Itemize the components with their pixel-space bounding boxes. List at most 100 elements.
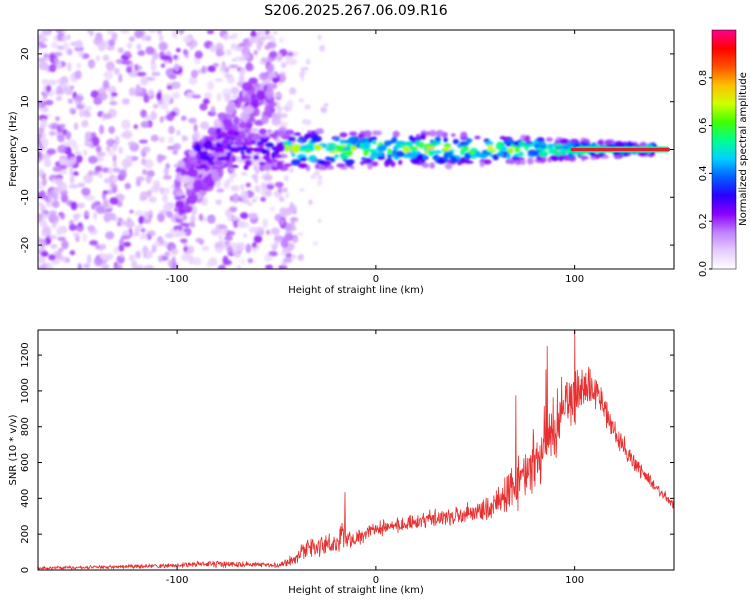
noise-speckle (222, 33, 230, 41)
y-tick-label: 1000 (20, 378, 31, 403)
carrier-blob (558, 154, 564, 162)
carrier-blob (613, 141, 624, 148)
noise-speckle (57, 144, 67, 154)
noise-speckle (300, 67, 305, 72)
noise-speckle (172, 30, 178, 39)
noise-speckle (66, 34, 71, 41)
noise-speckle (53, 186, 60, 195)
noise-speckle (110, 91, 118, 97)
noise-speckle (278, 196, 285, 203)
noise-speckle (95, 145, 102, 153)
noise-speckle (38, 213, 44, 218)
noise-speckle (157, 255, 163, 263)
noise-speckle (292, 237, 297, 244)
noise-speckle (114, 264, 123, 269)
carrier-blob (434, 136, 441, 143)
noise-speckle (123, 241, 132, 247)
carrier-blob (384, 159, 390, 168)
noise-speckle (218, 234, 223, 241)
noise-speckle (53, 57, 59, 65)
noise-speckle (286, 99, 294, 109)
noise-speckle (140, 228, 146, 233)
carrier-blob (477, 152, 488, 159)
noise-speckle (183, 245, 188, 252)
noise-speckle (231, 58, 237, 62)
noise-speckle (181, 222, 191, 228)
carrier-blob (538, 150, 549, 158)
noise-speckle (67, 62, 72, 72)
noise-speckle (136, 71, 147, 77)
noise-speckle (44, 195, 49, 202)
carrier-blob (625, 143, 635, 147)
noise-speckle (221, 63, 227, 72)
carrier-blob (339, 132, 348, 138)
carrier-blob (520, 159, 526, 165)
noise-speckle (69, 174, 75, 185)
noise-speckle (299, 188, 305, 192)
noise-speckle (160, 101, 169, 110)
noise-speckle (109, 101, 118, 106)
colorbar-tick-label: 0.8 (698, 70, 709, 86)
noise-speckle (43, 158, 52, 168)
carrier-blob (315, 128, 325, 135)
noise-speckle (304, 119, 312, 127)
noise-speckle (74, 69, 82, 80)
carrier-blob (214, 160, 223, 165)
noise-speckle (132, 232, 141, 237)
noise-speckle (230, 244, 237, 248)
drift-blob (238, 121, 249, 129)
noise-speckle (290, 220, 295, 229)
noise-speckle (41, 30, 52, 36)
carrier-blob (232, 147, 241, 153)
noise-speckle (43, 53, 49, 59)
carrier-blob (261, 149, 267, 155)
noise-speckle (163, 187, 170, 195)
drift-blob (247, 117, 256, 123)
noise-speckle (275, 93, 282, 97)
drift-blob (187, 169, 199, 178)
drift-blob (243, 105, 254, 114)
noise-speckle (102, 190, 109, 195)
carrier-blob (304, 148, 311, 153)
noise-speckle (169, 227, 175, 235)
noise-speckle (253, 234, 263, 244)
noise-speckle (260, 196, 266, 202)
figure-title: S206.2025.267.06.09.R16 (264, 3, 447, 19)
drift-blob (192, 160, 198, 167)
carrier-blob (432, 155, 438, 160)
noise-speckle (77, 182, 86, 188)
carrier-blob (200, 160, 209, 166)
carrier-blob (495, 144, 503, 150)
noise-speckle (42, 177, 47, 186)
carrier-blob (223, 140, 228, 144)
noise-speckle (280, 238, 289, 249)
noise-speckle (144, 159, 154, 169)
carrier-blob (234, 140, 243, 146)
noise-speckle (269, 206, 276, 212)
noise-speckle (38, 127, 44, 133)
carrier-blob (245, 148, 253, 155)
noise-speckle (167, 259, 174, 267)
noise-speckle (94, 165, 102, 172)
carrier-blob (346, 149, 353, 156)
noise-speckle (215, 199, 222, 206)
noise-speckle (159, 187, 165, 195)
carrier-blob (459, 141, 469, 147)
noise-speckle (156, 92, 162, 101)
carrier-blob (217, 131, 228, 138)
carrier-blob (639, 141, 647, 148)
carrier-blob (527, 157, 534, 165)
noise-speckle (150, 58, 156, 65)
noise-speckle (140, 120, 150, 129)
noise-speckle (138, 215, 144, 225)
noise-speckle (289, 87, 297, 95)
carrier-blob (612, 151, 621, 156)
noise-speckle (96, 206, 106, 214)
noise-speckle (102, 54, 110, 62)
noise-speckle (181, 253, 192, 262)
drift-blob (261, 115, 269, 125)
noise-speckle (214, 77, 224, 83)
carrier-blob (505, 139, 515, 144)
noise-speckle (66, 139, 77, 147)
carrier-blob (594, 153, 601, 160)
